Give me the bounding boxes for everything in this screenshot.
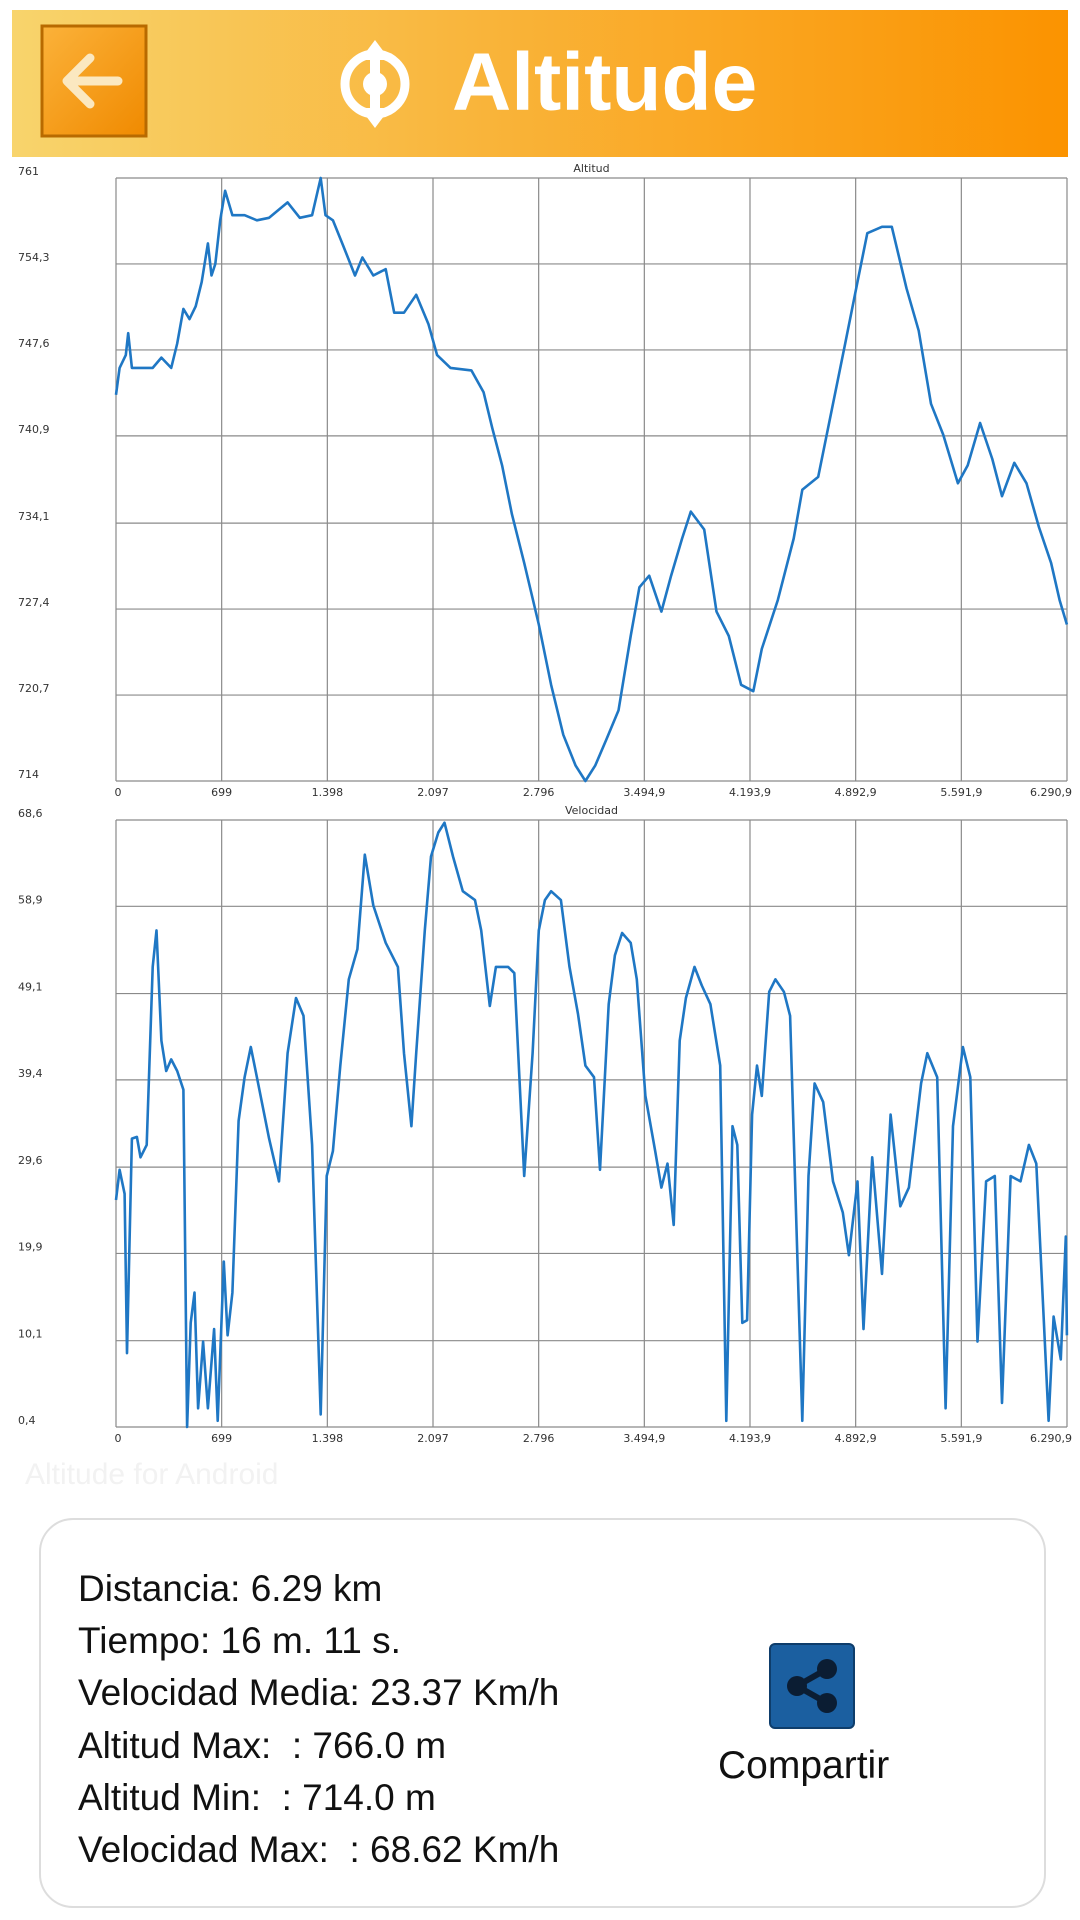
x-tick-label: 6.290,9 <box>1030 786 1072 799</box>
x-tick-label: 0 <box>115 1432 122 1445</box>
y-tick-label: 19,9 <box>18 1240 43 1253</box>
chart-title: Velocidad <box>565 804 618 817</box>
x-tick-label: 2.097 <box>417 786 449 799</box>
y-tick-label: 740,9 <box>18 423 50 436</box>
data-line <box>114 821 1069 1429</box>
x-tick-label: 2.796 <box>523 786 555 799</box>
stat-line: Velocidad Media: 23.37 Km/h <box>78 1672 560 1713</box>
y-tick-label: 720,7 <box>18 682 50 695</box>
y-tick-label: 714 <box>18 768 39 781</box>
x-tick-label: 4.892,9 <box>835 786 877 799</box>
stat-line: Distancia: 6.29 km <box>78 1568 383 1609</box>
share-button[interactable] <box>769 1643 855 1729</box>
screen-title: Altitude <box>452 37 758 128</box>
y-tick-label: 49,1 <box>18 981 43 994</box>
y-tick-label: 58,9 <box>18 893 43 906</box>
y-tick-label: 747,6 <box>18 337 50 350</box>
x-tick-label: 4.892,9 <box>835 1432 877 1445</box>
stat-line: Altitud Max: : 766.0 m <box>78 1725 447 1766</box>
charts: Altitud 714 720,7 727,4 734,1 740,9 747,6 754,3… <box>18 162 1072 1445</box>
stat-line: Altitud Min: : 714.0 m <box>78 1777 436 1818</box>
x-tick-label: 1.398 <box>312 1432 344 1445</box>
x-tick-label: 3.494,9 <box>623 786 665 799</box>
x-tick-label: 699 <box>211 1432 232 1445</box>
stat-line: Velocidad Max: : 68.62 Km/h <box>78 1829 560 1870</box>
x-tick-label: 0 <box>115 786 122 799</box>
y-tick-label: 29,6 <box>18 1154 43 1167</box>
x-tick-label: 699 <box>211 786 232 799</box>
y-tick-label: 68,6 <box>18 807 43 820</box>
watermark: Altitude for Android <box>25 1458 279 1491</box>
x-tick-label: 1.398 <box>312 786 344 799</box>
x-tick-label: 4.193,9 <box>729 786 771 799</box>
x-tick-label: 6.290,9 <box>1030 1432 1072 1445</box>
app-bar: Altitude <box>12 10 1068 157</box>
back-button[interactable] <box>40 24 148 138</box>
y-tick-label: 754,3 <box>18 251 50 264</box>
x-tick-label: 3.494,9 <box>623 1432 665 1445</box>
app-icon <box>340 40 410 128</box>
x-tick-label: 5.591,9 <box>940 786 982 799</box>
share-label[interactable]: Compartir <box>718 1744 890 1787</box>
chart-title: Altitud <box>573 162 609 175</box>
summary-card <box>39 1518 1046 1908</box>
y-tick-label: 10,1 <box>18 1328 43 1341</box>
y-tick-label: 761 <box>18 165 39 178</box>
y-tick-label: 39,4 <box>18 1067 43 1080</box>
data-line <box>114 176 1069 783</box>
x-tick-label: 4.193,9 <box>729 1432 771 1445</box>
x-tick-label: 5.591,9 <box>940 1432 982 1445</box>
y-tick-label: 734,1 <box>18 510 50 523</box>
y-tick-label: 0,4 <box>18 1414 36 1427</box>
x-tick-label: 2.796 <box>523 1432 555 1445</box>
y-tick-label: 727,4 <box>18 596 50 609</box>
x-tick-label: 2.097 <box>417 1432 449 1445</box>
stat-line: Tiempo: 16 m. 11 s. <box>78 1620 401 1661</box>
